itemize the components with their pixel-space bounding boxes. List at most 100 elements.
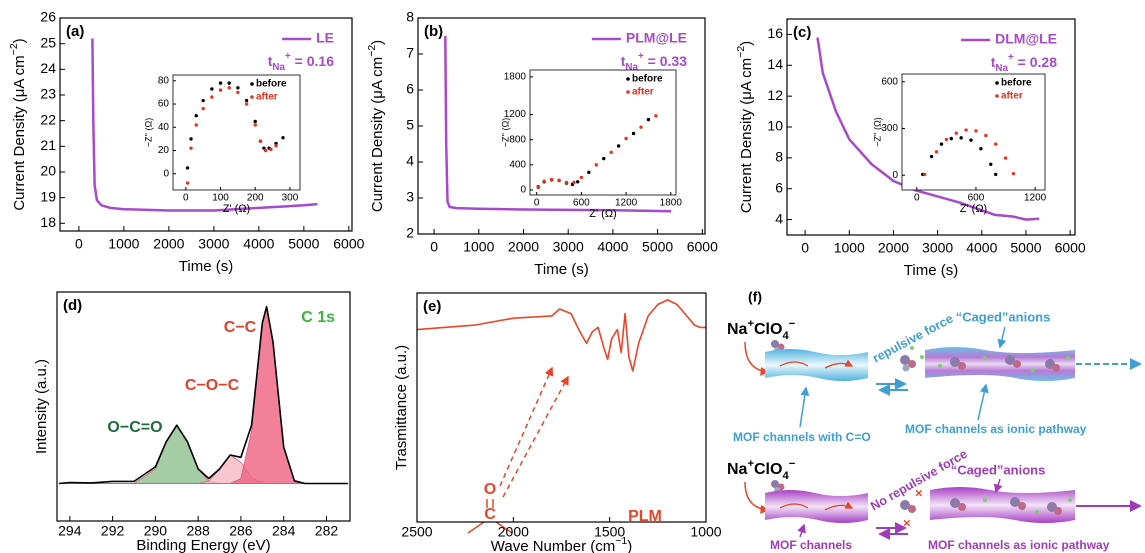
data-point: [244, 102, 249, 106]
x-tick-label: 300: [282, 193, 299, 204]
salt-part: 4: [782, 470, 789, 482]
data-line: [816, 37, 1040, 221]
y-axis-title-part: ): [11, 38, 28, 43]
x-tick-label: 294: [58, 523, 82, 539]
pointer-arrow: [797, 523, 806, 538]
ion: [1031, 368, 1035, 372]
y-tick-label: 25: [40, 34, 56, 50]
y-tick-label: 12: [767, 87, 783, 103]
x-tick-label: 3000: [553, 239, 584, 255]
annotation-part: Na: [272, 62, 285, 73]
annotation-part: +: [638, 51, 644, 62]
x-tick-label: 3000: [922, 240, 953, 256]
x-tick-label: 6000: [687, 239, 718, 255]
y-tick-label: 60: [158, 99, 170, 110]
caged-anions: [950, 497, 1072, 515]
y-tick-label: 0: [892, 170, 898, 181]
x-tick-label: 0: [183, 193, 189, 204]
data-point: [210, 95, 214, 99]
data-point: [542, 179, 546, 183]
data-point: [587, 170, 591, 175]
data-point: [954, 131, 958, 135]
data-point: [253, 123, 257, 127]
pointer-arrow: [993, 478, 1003, 494]
x-axis-title: Z' (Ω): [960, 203, 987, 215]
legend-label: before: [1001, 78, 1032, 89]
x-tick-label: 292: [101, 523, 125, 539]
data-point: [564, 180, 569, 185]
flow-arrow: [779, 504, 852, 510]
fit-peak: [58, 306, 349, 484]
x-axis-title: Time (s): [179, 258, 233, 275]
data-point: [624, 136, 628, 141]
y-axis-title: Current Density (μA cm−2): [366, 40, 386, 212]
channel-label: MOF channels: [770, 538, 852, 552]
x-tick-label: 0: [430, 239, 438, 255]
atom: [1005, 355, 1015, 365]
annotation: C: [484, 506, 496, 523]
legend-label: LE: [316, 30, 334, 46]
annotation: tNa+ = 0.16: [268, 51, 334, 73]
y-axis-title-part: Current Density (μA cm: [738, 58, 755, 213]
x-tick-label: 2500: [401, 524, 432, 540]
y-tick-label: 3: [406, 189, 414, 205]
mof-channel: [925, 347, 1075, 381]
data-point: [189, 146, 193, 150]
carbonyl-sketch: [467, 366, 569, 534]
x-tick-label: 6000: [333, 236, 364, 252]
atom: [958, 503, 966, 511]
data-point: [944, 137, 949, 142]
annotation-part: = 0.28: [1018, 54, 1058, 70]
legend-label: before: [632, 74, 663, 85]
data-point: [631, 131, 636, 136]
atom: [950, 357, 960, 367]
pointer-arrow: [977, 383, 989, 421]
y-tick-label: 19: [40, 188, 56, 204]
salt-part: ClO: [754, 461, 782, 478]
data-point: [959, 136, 963, 140]
y-axis-title: −Z'' (Ω): [500, 118, 510, 147]
annotation-part: = 0.16: [295, 53, 335, 69]
y-tick-label: 18: [40, 214, 56, 230]
data-point: [201, 98, 205, 103]
x-tick-label: 1000: [834, 240, 865, 256]
y-axis-title-part: ): [369, 40, 386, 45]
data-point: [969, 138, 973, 142]
data-point: [218, 81, 223, 85]
atom: [908, 505, 916, 513]
y-tick-label: 400: [509, 159, 526, 170]
data-point: [263, 148, 268, 153]
plot-frame: [59, 17, 353, 232]
mof-channel: [765, 349, 868, 381]
x-tick-label: 282: [315, 523, 339, 539]
x-axis-title: Z' (Ω): [589, 208, 616, 220]
x-axis-title: Z' (Ω): [223, 203, 250, 215]
atom: [908, 360, 916, 368]
pathway-label: MOF channels as ionic pathway: [905, 422, 1087, 436]
cross-mark: ×: [915, 485, 923, 500]
flow-arrow: [744, 341, 770, 376]
salt-part: ClO: [754, 321, 782, 338]
anion-cluster: [900, 500, 916, 513]
data-point: [964, 128, 968, 132]
legend-marker: [626, 90, 630, 94]
y-tick-label: 0: [520, 185, 526, 196]
x-axis-title-part: −1: [615, 535, 627, 547]
y-axis-title: Trasmittance (a.u.): [393, 345, 410, 470]
x-axis-title: Time (s): [534, 261, 588, 278]
data-point: [189, 137, 193, 141]
x-tick-label: 200: [247, 193, 264, 204]
salt-part: Na: [727, 321, 748, 338]
pointer-arrow: [799, 386, 810, 428]
x-tick-label: 288: [186, 523, 210, 539]
y-tick-label: 20: [158, 145, 170, 156]
bond: [467, 521, 485, 534]
data-point: [194, 123, 198, 127]
salt-part: +: [747, 318, 754, 330]
x-axis-title: Time (s): [904, 262, 958, 279]
atom: [1013, 360, 1021, 368]
salt-part: 4: [782, 330, 789, 342]
x-tick-label: 2000: [498, 524, 529, 540]
data-point: [201, 106, 205, 111]
data-point: [922, 172, 927, 177]
